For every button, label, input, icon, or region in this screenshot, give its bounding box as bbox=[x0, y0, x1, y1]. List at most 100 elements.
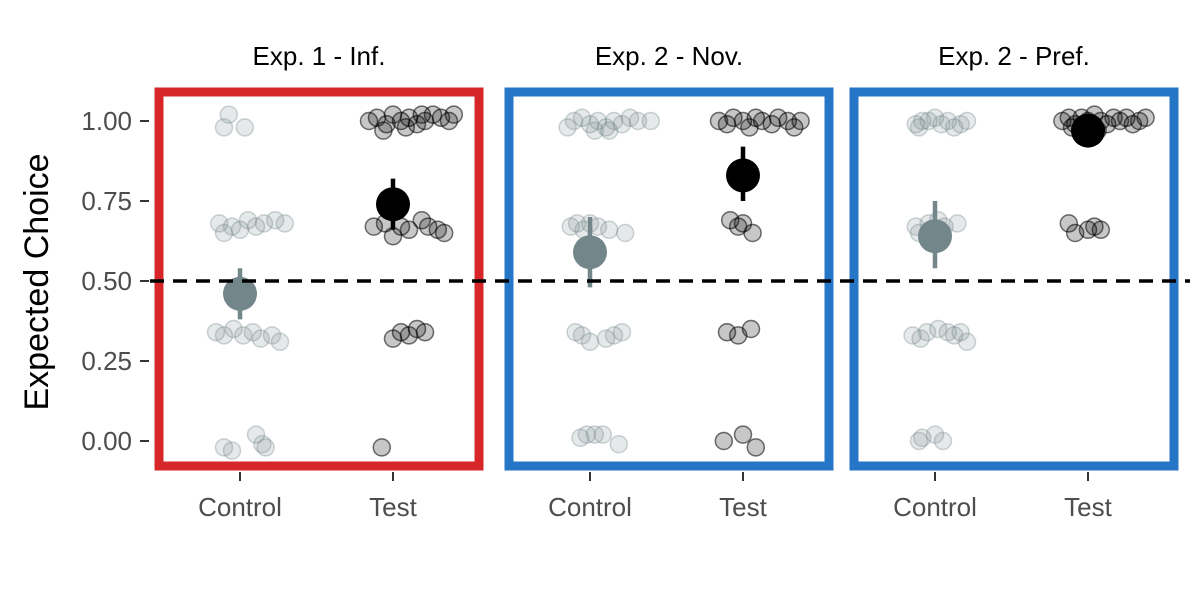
data-point bbox=[593, 425, 613, 444]
data-point bbox=[585, 425, 605, 444]
data-point bbox=[372, 438, 392, 457]
data-point bbox=[214, 118, 234, 137]
data-point bbox=[572, 326, 592, 345]
data-point bbox=[944, 118, 964, 137]
data-point bbox=[791, 111, 810, 131]
data-point bbox=[612, 114, 632, 134]
data-point bbox=[566, 322, 585, 342]
data-point bbox=[585, 121, 605, 140]
data-point bbox=[933, 431, 953, 451]
data-point bbox=[743, 223, 762, 243]
data-point bbox=[903, 326, 922, 345]
data-point bbox=[275, 214, 295, 233]
data-point bbox=[911, 329, 930, 348]
data-point bbox=[1059, 214, 1079, 233]
data-point bbox=[206, 322, 226, 342]
facet-panel: Exp. 2 - Nov. bbox=[504, 41, 834, 471]
y-tick-label: 1.00 bbox=[81, 106, 132, 136]
data-point bbox=[415, 322, 435, 342]
data-point bbox=[909, 431, 929, 451]
data-point bbox=[1091, 220, 1111, 240]
data-point bbox=[596, 118, 616, 137]
panel-frame bbox=[849, 87, 1179, 471]
data-point bbox=[604, 111, 624, 131]
data-point bbox=[412, 105, 432, 124]
data-point bbox=[912, 111, 932, 131]
data-point bbox=[919, 111, 938, 131]
data-point bbox=[938, 322, 958, 342]
mean-point bbox=[573, 235, 607, 270]
data-point bbox=[434, 223, 454, 243]
data-point bbox=[925, 425, 945, 444]
facet-panels: Exp. 1 - Inf. Exp. 2 - Nov. Exp. 2 - Pref. bbox=[154, 41, 1179, 471]
data-point bbox=[912, 428, 932, 448]
data-point bbox=[396, 118, 416, 137]
panel-frame bbox=[504, 87, 834, 471]
data-point bbox=[214, 223, 234, 243]
data-point bbox=[957, 332, 977, 352]
data-point bbox=[746, 438, 766, 457]
mean-point bbox=[376, 187, 410, 222]
data-point bbox=[599, 220, 619, 240]
data-point bbox=[256, 438, 275, 457]
data-point bbox=[612, 322, 632, 342]
data-point bbox=[571, 428, 590, 448]
x-axes: Control Test Control Test Control Test bbox=[198, 472, 1113, 522]
data-point bbox=[641, 111, 661, 131]
data-point bbox=[733, 214, 753, 233]
data-point bbox=[951, 322, 970, 342]
data-point bbox=[246, 217, 266, 236]
data-point bbox=[733, 425, 753, 444]
data-point bbox=[222, 441, 242, 460]
data-point bbox=[561, 217, 581, 236]
panel-frame bbox=[154, 87, 484, 471]
data-point bbox=[620, 108, 640, 128]
data-point bbox=[251, 329, 271, 348]
data-point bbox=[928, 319, 948, 339]
data-point bbox=[588, 111, 608, 131]
data-point bbox=[246, 425, 266, 444]
y-axis: 0.00 0.25 0.50 0.75 1.00 bbox=[81, 106, 149, 456]
facet-title: Exp. 1 - Inf. bbox=[253, 41, 386, 71]
y-axis-title: Expected Choice bbox=[18, 153, 56, 410]
data-point bbox=[615, 223, 635, 243]
data-point bbox=[714, 431, 734, 451]
mean-point bbox=[918, 219, 952, 254]
x-tick-label: Test bbox=[1064, 492, 1112, 522]
facet-panel: Exp. 2 - Pref. bbox=[849, 41, 1179, 471]
x-tick-label: Control bbox=[548, 492, 632, 522]
data-point bbox=[222, 217, 242, 236]
data-point bbox=[235, 118, 255, 137]
y-tick-label: 0.00 bbox=[81, 426, 132, 456]
data-point bbox=[364, 217, 384, 236]
data-point bbox=[399, 220, 419, 240]
data-point bbox=[265, 210, 285, 230]
facet-panel: Exp. 1 - Inf. bbox=[154, 41, 484, 471]
data-point bbox=[717, 322, 737, 342]
data-point bbox=[906, 114, 926, 134]
mean-point bbox=[726, 158, 760, 193]
data-point bbox=[572, 108, 592, 128]
data-point bbox=[577, 425, 597, 444]
data-point bbox=[224, 319, 243, 339]
data-point bbox=[262, 326, 282, 345]
data-point bbox=[254, 214, 274, 233]
data-point bbox=[567, 214, 587, 233]
data-point bbox=[253, 434, 272, 454]
data-point bbox=[599, 121, 619, 140]
x-tick-label: Control bbox=[893, 492, 977, 522]
facet-title: Exp. 2 - Nov. bbox=[595, 41, 743, 71]
data-point bbox=[219, 105, 239, 124]
data-point bbox=[209, 214, 229, 233]
data-point bbox=[951, 114, 970, 134]
data-point bbox=[925, 108, 945, 128]
mean-point bbox=[223, 276, 257, 311]
data-point bbox=[564, 111, 584, 131]
data-point bbox=[374, 121, 393, 140]
data-point bbox=[741, 319, 761, 339]
data-point bbox=[230, 220, 250, 240]
data-point bbox=[214, 438, 234, 457]
y-tick-label: 0.75 bbox=[81, 186, 132, 216]
x-tick-label: Test bbox=[719, 492, 767, 522]
